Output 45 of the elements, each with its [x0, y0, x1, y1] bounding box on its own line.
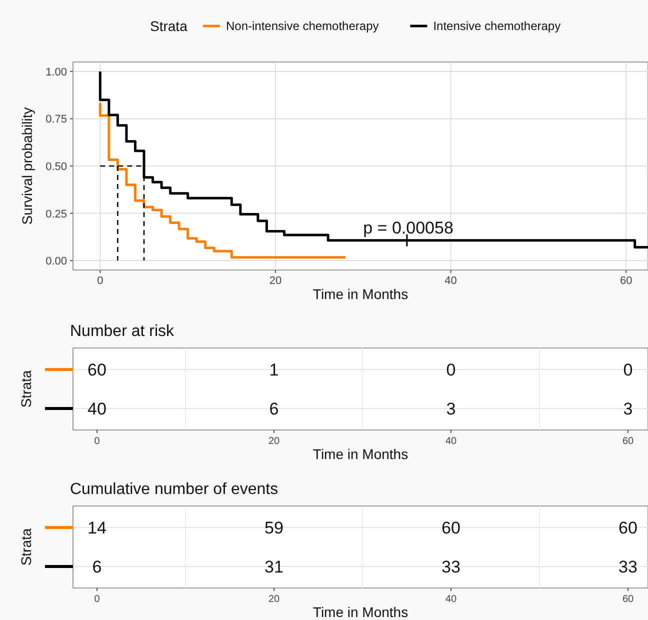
y-tick-label: 0.00	[46, 256, 67, 268]
x-tick-label: 0	[94, 594, 100, 605]
data-label: 3	[446, 400, 456, 419]
data-label: 33	[618, 558, 638, 577]
chart-title: Number at risk	[70, 323, 176, 340]
data-label: 0	[446, 360, 456, 380]
annotation: p = 0.00058	[363, 218, 454, 238]
x-tick-label: 20	[268, 594, 280, 605]
x-tick-label: 60	[622, 594, 634, 605]
x-tick-label: 20	[268, 436, 280, 447]
legend-title: Strata	[150, 18, 188, 34]
data-label: 31	[264, 558, 284, 577]
data-label: 0	[623, 360, 633, 380]
data-label: 6	[269, 400, 279, 419]
x-tick-label: 20	[269, 275, 282, 287]
x-tick-label: 40	[444, 275, 457, 287]
x-axis-title: Time in Months	[312, 286, 408, 302]
x-tick-label: 0	[97, 275, 104, 287]
y-tick-label: 0.75	[46, 114, 67, 126]
legend-label: Intensive chemotherapy	[433, 19, 561, 33]
data-label: 60	[442, 518, 460, 538]
x-tick-label: 40	[445, 436, 457, 447]
data-label: 60	[618, 518, 638, 538]
data-label: 1	[269, 360, 279, 380]
y-tick-label: 0.25	[46, 208, 67, 220]
y-tick-label: 1.00	[46, 66, 67, 78]
x-tick-label: 40	[445, 594, 457, 605]
data-label: 33	[442, 558, 460, 577]
x-axis-title: Time in Months	[312, 604, 408, 620]
data-label: 60	[88, 360, 106, 380]
data-label: 14	[88, 518, 106, 538]
legend-label: Non-intensive chemotherapy	[226, 19, 379, 33]
y-tick-label: 0.50	[46, 161, 67, 173]
y-axis-title: Survival probability	[19, 107, 35, 225]
x-tick-label: 60	[622, 436, 634, 447]
data-label: 6	[92, 558, 102, 577]
y-axis-title: Strata	[18, 370, 34, 408]
data-label: 59	[264, 518, 284, 538]
x-axis-title: Time in Months	[312, 446, 408, 462]
data-label: 40	[88, 400, 106, 419]
x-tick-label: 0	[94, 436, 100, 447]
y-axis-title: Strata	[18, 528, 34, 566]
data-label: 3	[623, 400, 633, 419]
chart-title: Cumulative number of events	[70, 481, 278, 498]
x-tick-label: 60	[620, 275, 632, 287]
